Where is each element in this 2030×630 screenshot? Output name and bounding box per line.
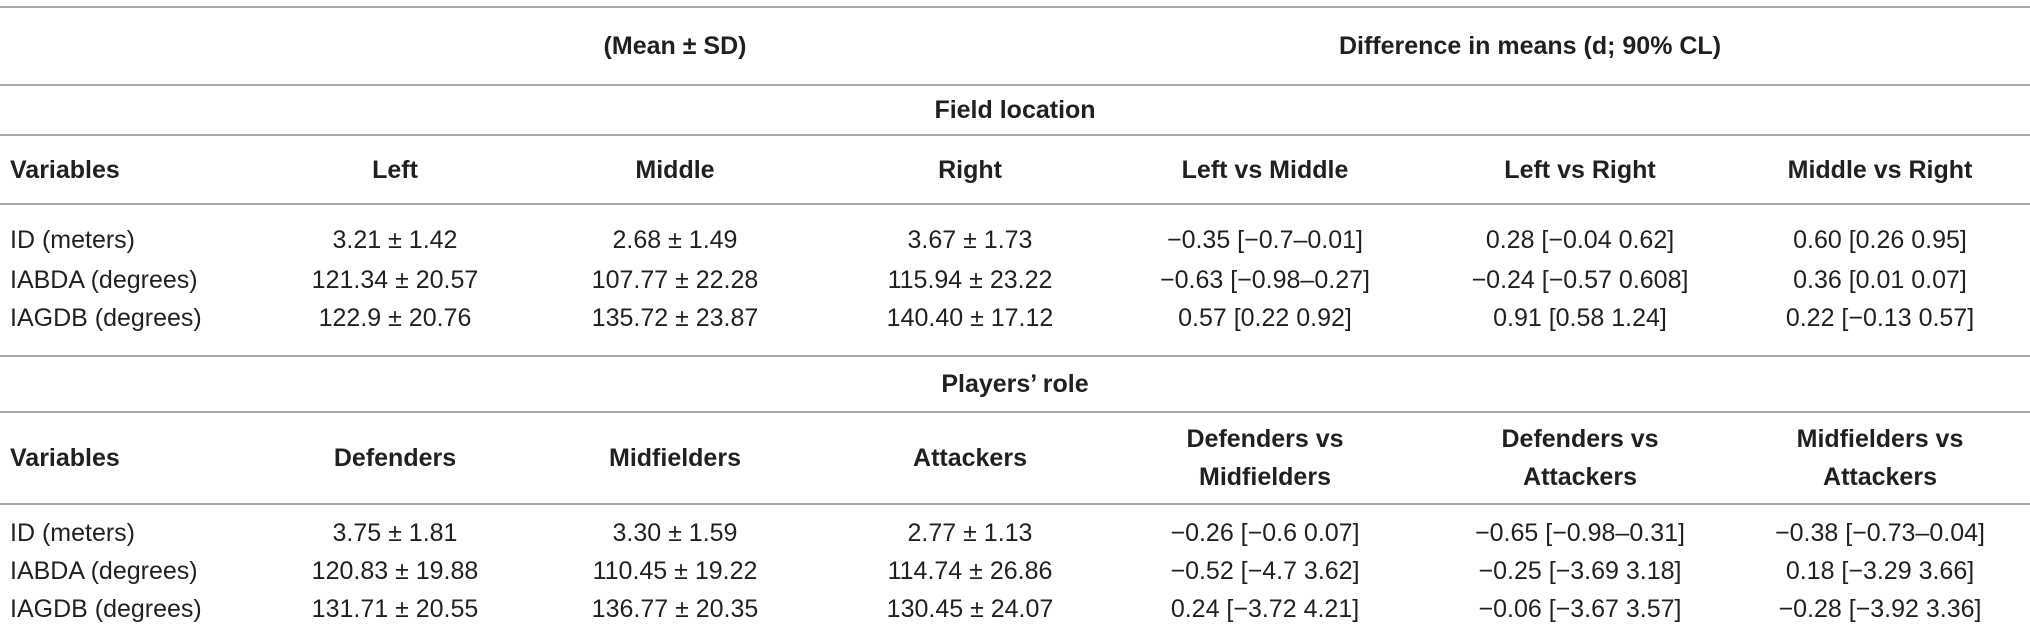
column-header-defenders-vs-attackers: Defenders vs Attackers [1501,425,1659,491]
rule-under-header [0,84,2030,86]
column-header-variables: Variables [10,444,120,472]
table-cell: 140.40 ± 17.12 [886,304,1054,332]
table-row: IAGDB (degrees) 122.9 ± 20.76 135.72 ± 2… [0,299,2030,337]
row-label: IABDA (degrees) [10,266,198,294]
table-cell: 3.30 ± 1.59 [612,519,738,547]
column-header-left: Left [372,155,418,184]
table-cell: 110.45 ± 19.22 [592,557,758,585]
section-title-players-role: Players’ role [941,370,1089,398]
table-cell: −0.38 [−0.73–0.04] [1775,519,1985,547]
table-cell: 135.72 ± 23.87 [591,304,759,332]
table-cell: 0.57 [0.22 0.92] [1178,304,1352,332]
column-header-row: Variables Defenders Midfielders Attacker… [0,413,2030,503]
table-cell: 3.67 ± 1.73 [907,226,1033,254]
table-cell: 0.60 [0.26 0.95] [1793,226,1967,254]
table-cell: −0.06 [−3.67 3.57] [1478,595,1682,623]
table-cell: 2.77 ± 1.13 [907,519,1033,547]
table-cell: −0.65 [−0.98–0.31] [1475,519,1685,547]
row-label: IAGDB (degrees) [10,595,202,623]
table-cell: 120.83 ± 19.88 [311,557,479,585]
rule-under-section2-columns [0,503,2030,505]
table-cell: 121.34 ± 20.57 [311,266,479,294]
difference-heading: Difference in means (d; 90% CL) [1338,32,1722,60]
table-row: IABDA (degrees) 120.83 ± 19.88 110.45 ± … [0,552,2030,590]
rule-under-section1-title [0,134,2030,136]
table-cell: 3.75 ± 1.81 [332,519,458,547]
table-cell: −0.28 [−3.92 3.36] [1778,595,1982,623]
table-row: IABDA (degrees) 121.34 ± 20.57 107.77 ± … [0,261,2030,299]
rule-under-section2-title [0,411,2030,413]
column-header-left-vs-right: Left vs Right [1504,155,1656,184]
table-row: ID (meters) 3.75 ± 1.81 3.30 ± 1.59 2.77… [0,514,2030,552]
rule-top [0,6,2030,8]
column-header-middle-vs-right: Middle vs Right [1787,155,1973,184]
table-cell: 0.22 [−0.13 0.57] [1785,304,1975,332]
table-row: ID (meters) 3.21 ± 1.42 2.68 ± 1.49 3.67… [0,221,2030,259]
table-cell: 0.24 [−3.72 4.21] [1170,595,1360,623]
section-title-field-location: Field location [934,96,1096,124]
table-cell: 107.77 ± 22.28 [591,266,759,294]
table-cell: 136.77 ± 20.35 [591,595,759,623]
row-label: ID (meters) [10,519,135,547]
column-header-variables: Variables [10,155,120,184]
table-cell: 3.21 ± 1.42 [332,226,458,254]
row-label: IABDA (degrees) [10,557,198,585]
table-cell: 130.45 ± 24.07 [886,595,1054,623]
table-cell: 115.94 ± 23.22 [887,266,1053,294]
table-cell: 0.91 [0.58 1.24] [1493,304,1667,332]
table-cell: −0.25 [−3.69 3.18] [1478,557,1682,585]
table-cell: 131.71 ± 20.55 [311,595,479,623]
mean-sd-heading: (Mean ± SD) [603,32,747,60]
column-header-attackers: Attackers [913,444,1027,472]
table-cell: 114.74 ± 26.86 [887,557,1053,585]
rule-under-section1-columns [0,203,2030,205]
section-title-row: Field location [0,86,2030,134]
table-cell: −0.63 [−0.98–0.27] [1160,266,1370,294]
column-header-middle: Middle [635,155,715,184]
column-header-defenders: Defenders [333,444,457,472]
section-title-row: Players’ role [0,357,2030,411]
table-cell: −0.35 [−0.7–0.01] [1166,226,1363,254]
table-cell: −0.26 [−0.6 0.07] [1170,519,1360,547]
table-cell: 0.18 [−3.29 3.66] [1785,557,1975,585]
table-cell: 122.9 ± 20.76 [318,304,472,332]
table-cell: −0.24 [−0.57 0.608] [1471,266,1689,294]
rule-under-section1-body [0,355,2030,357]
table-header-row: (Mean ± SD) Difference in means (d; 90% … [0,8,2030,84]
table-cell: 2.68 ± 1.49 [612,226,738,254]
table-row: IAGDB (degrees) 131.71 ± 20.55 136.77 ± … [0,590,2030,628]
column-header-midfielders-vs-attackers: Midfielders vs Attackers [1796,425,1964,491]
column-header-midfielders: Midfielders [609,444,741,472]
column-header-right: Right [938,155,1002,184]
row-label: ID (meters) [10,226,135,254]
table-cell: 0.28 [−0.04 0.62] [1485,226,1675,254]
table-cell: 0.36 [0.01 0.07] [1793,266,1967,294]
column-header-left-vs-middle: Left vs Middle [1181,155,1349,184]
column-header-defenders-vs-midfielders: Defenders vs Midfielders [1186,425,1344,491]
column-header-row: Variables Left Middle Right Left vs Midd… [0,136,2030,203]
table-cell: −0.52 [−4.7 3.62] [1170,557,1360,585]
row-label: IAGDB (degrees) [10,304,202,332]
